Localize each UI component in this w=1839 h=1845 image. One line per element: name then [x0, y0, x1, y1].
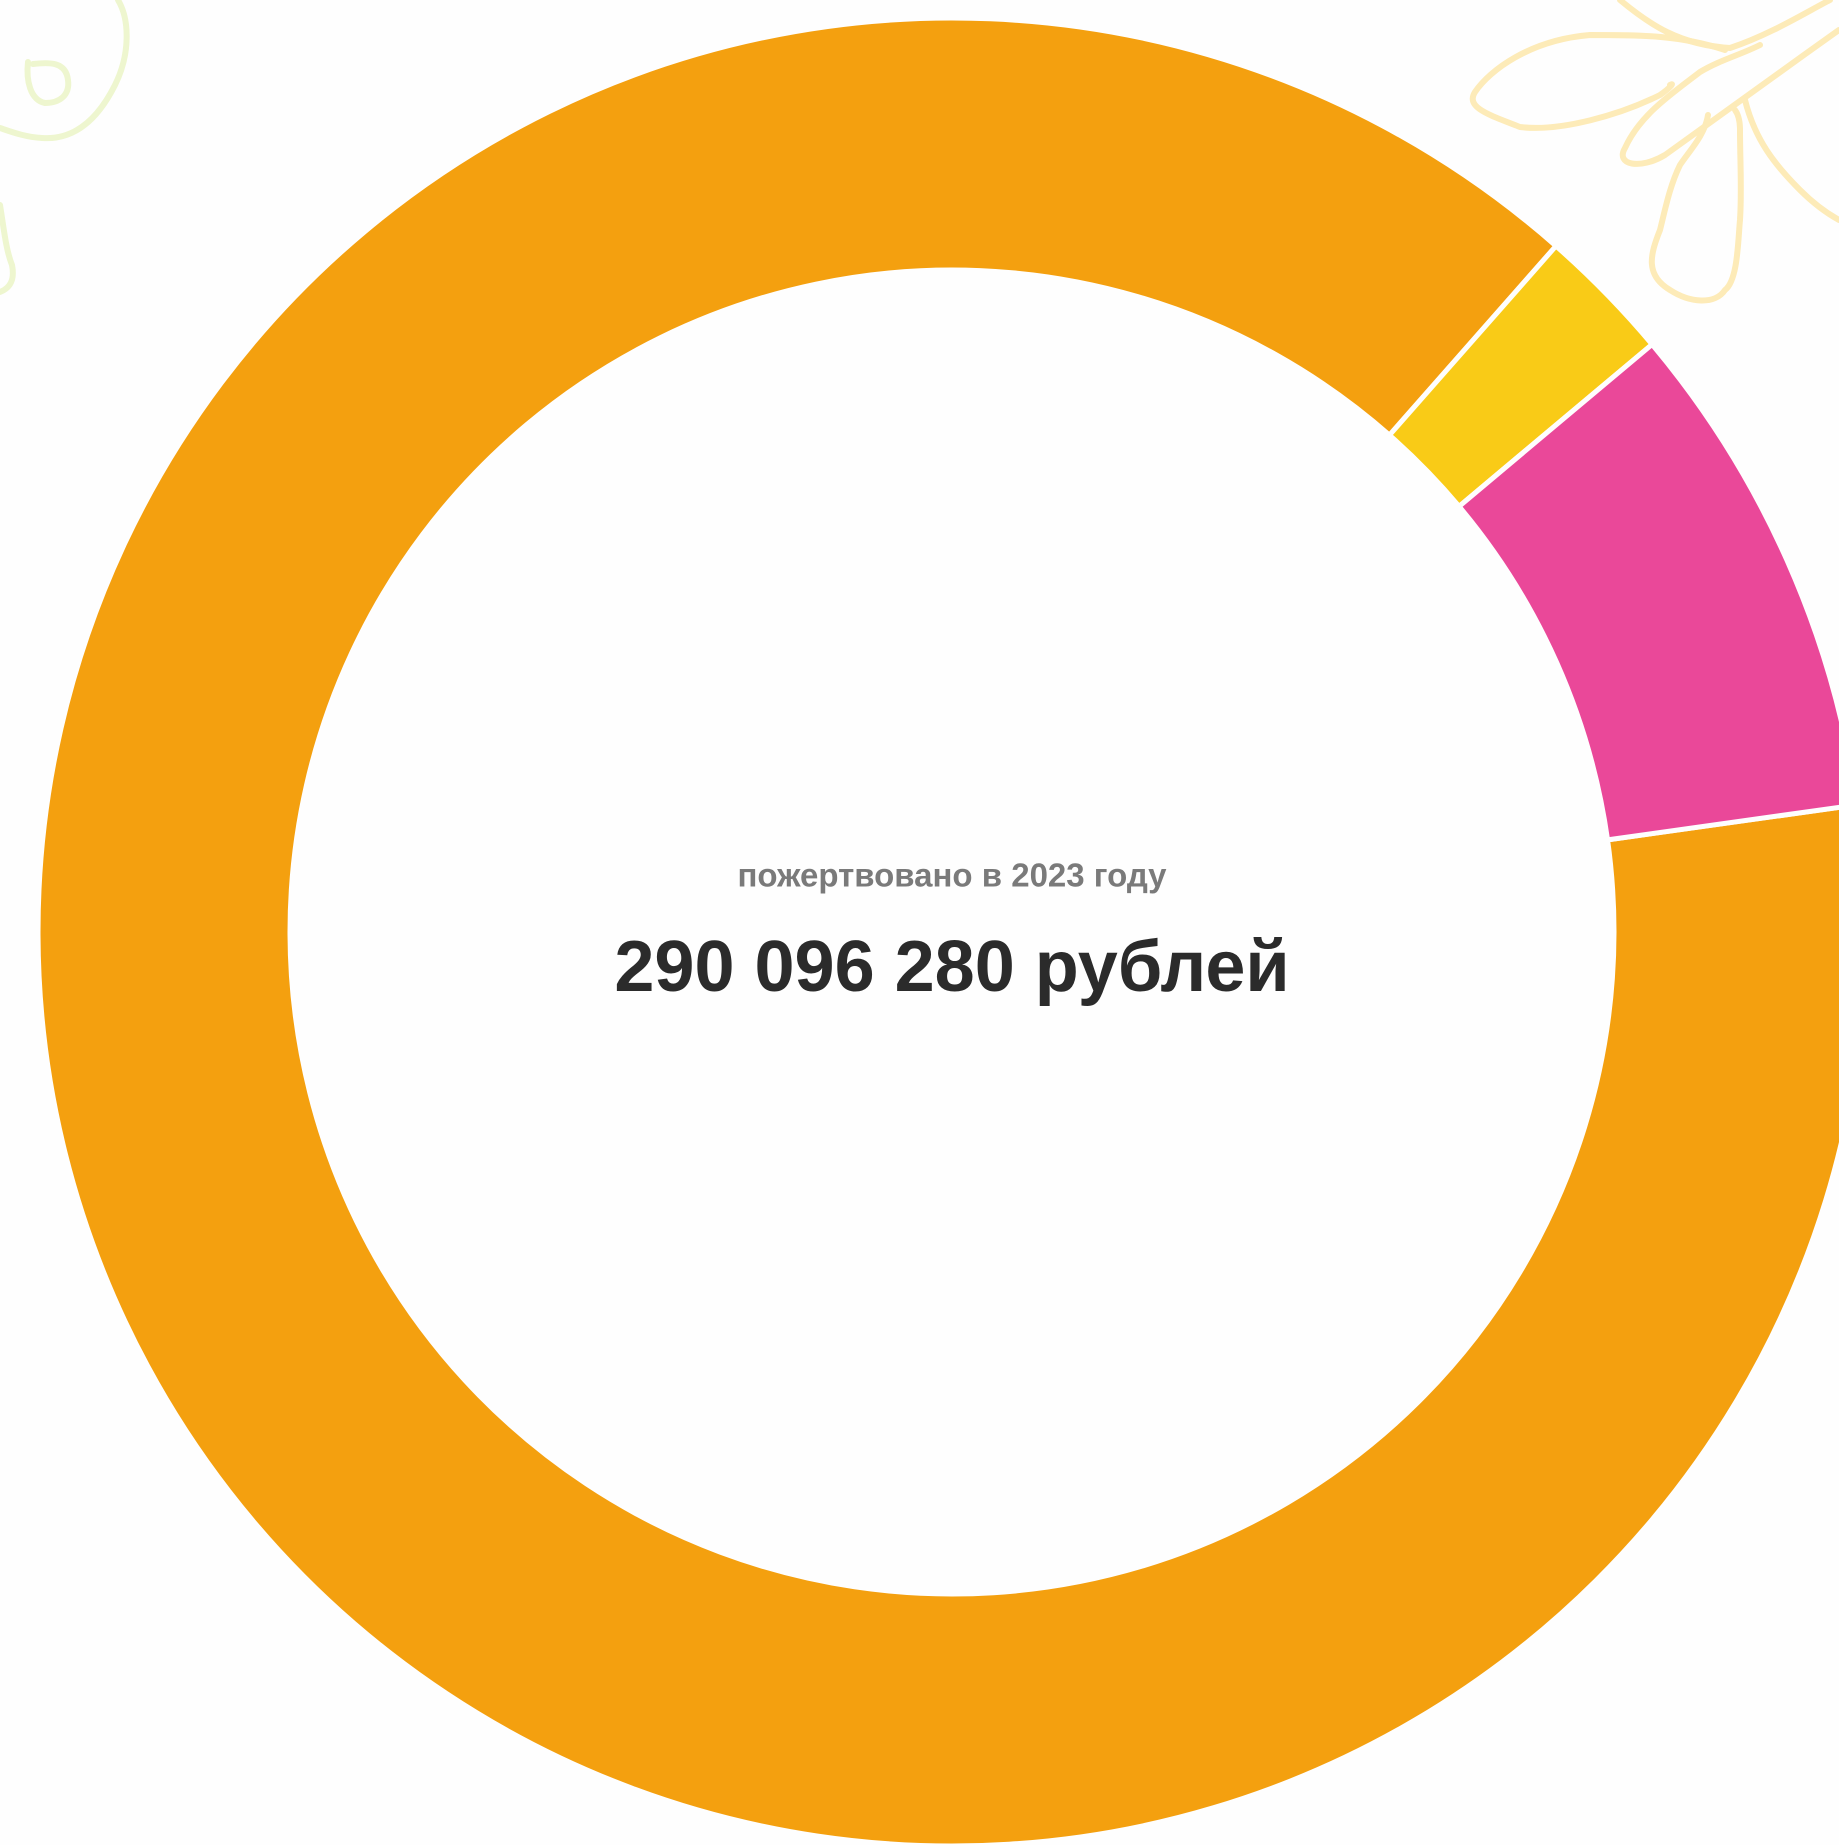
chart-subtitle: пожертвовано в 2023 году: [737, 857, 1167, 894]
page: {"chart_data": {"type": "donut", "subtit…: [0, 0, 1839, 1845]
doodle: [28, 62, 69, 103]
doodle: [1745, 100, 1839, 220]
doodle: [1620, 0, 1830, 48]
doodle: [0, 205, 13, 292]
doodle: [1652, 110, 1741, 301]
chart-title: 290 096 280 рублей: [614, 927, 1289, 1007]
chart: пожертвовано в 2023 году 290 096 280 руб…: [0, 0, 1839, 1845]
